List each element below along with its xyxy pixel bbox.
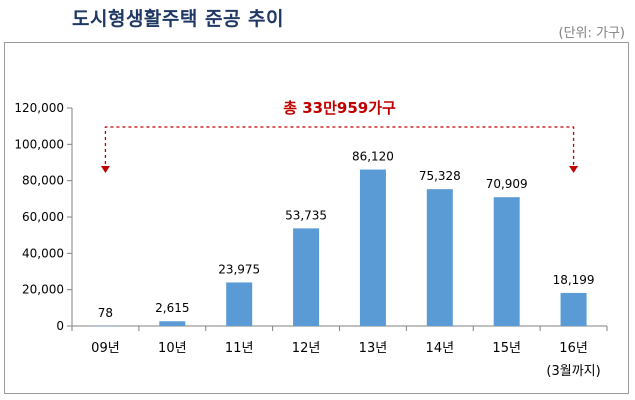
bar [359, 169, 386, 326]
y-tick-label: 100,000 [14, 137, 64, 151]
x-tick-label: 13년 [359, 341, 388, 356]
total-label: 총 33만959가구 [283, 99, 396, 117]
y-tick-label: 20,000 [22, 283, 64, 297]
data-label: 70,909 [486, 177, 528, 191]
bar [426, 189, 453, 326]
data-label: 53,735 [285, 208, 327, 222]
y-tick-label: 120,000 [14, 101, 64, 115]
chart-frame [4, 42, 629, 394]
data-label: 23,975 [218, 262, 260, 276]
x-axis: 09년 10년 11년 12년 13년 14년 15년 16년 (3월까지) [71, 325, 608, 379]
total-annotation: 총 33만959가구 [100, 99, 579, 173]
y-tick-label: 80,000 [22, 174, 64, 188]
x-tick-label: 11년 [225, 341, 254, 356]
bar [159, 321, 186, 326]
data-label: 86,120 [352, 150, 394, 164]
data-label: 78 [98, 306, 113, 320]
data-labels: 78 2,615 23,975 53,735 86,120 75,328 70,909 18,… [98, 150, 595, 320]
y-tick-label: 0 [56, 319, 64, 333]
x-tick-label: 14년 [426, 341, 455, 356]
x-tick-label: 10년 [158, 341, 187, 356]
data-label: 2,615 [155, 301, 189, 315]
bar [92, 325, 119, 327]
x-tick-label: 12년 [292, 341, 321, 356]
x-tick-label: 15년 [492, 341, 521, 356]
bracket-line [104, 126, 575, 170]
data-label: 18,199 [553, 273, 595, 287]
y-axis: 0 20,000 40,000 60,000 80,000 100,000 120,000 [14, 101, 73, 333]
x-tick-sublabel: (3월까지) [546, 364, 600, 379]
bars [92, 169, 587, 327]
unit-label: (단위: 가구) [558, 26, 626, 41]
bar [560, 292, 587, 326]
bar [226, 282, 253, 326]
bar [293, 228, 320, 326]
x-tick-label: 16년 [559, 341, 588, 356]
chart-title: 도시형생활주택 준공 추이 [72, 8, 285, 30]
arrow-left-icon [100, 166, 110, 173]
x-tick-label: 09년 [91, 341, 120, 356]
arrow-right-icon [569, 166, 579, 173]
y-tick-label: 60,000 [22, 210, 64, 224]
bar [493, 197, 520, 326]
y-tick-label: 40,000 [22, 246, 64, 260]
data-label: 75,328 [419, 169, 461, 183]
